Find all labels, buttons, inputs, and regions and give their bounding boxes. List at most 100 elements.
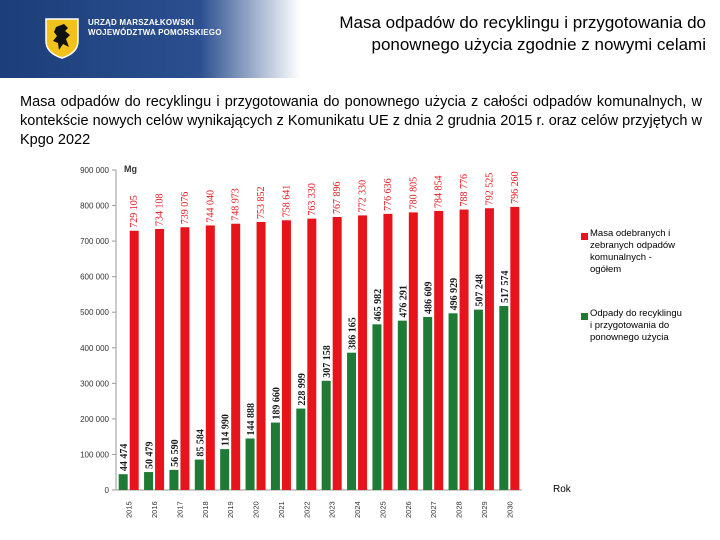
y-tick-label: 0 [105,486,110,495]
org-line-2: WOJEWÓDZTWA POMORSKIEGO [88,28,222,37]
x-tick-label: 2023 [328,501,337,518]
data-label-total: 776 636 [383,178,394,211]
y-tick-label: 900 000 [80,166,109,175]
y-tick-label: 400 000 [80,344,109,353]
data-label-recycling: 486 609 [424,281,435,314]
bar-recycling [372,324,382,490]
data-label-total: 748 973 [231,188,242,221]
bar-recycling [397,320,407,490]
data-label-recycling: 307 158 [322,345,333,378]
x-tick-label: 2027 [429,501,438,518]
bar-recycling [118,474,128,490]
bar-recycling [194,459,204,490]
data-label-total: 796 260 [510,171,521,204]
legend-swatch-recycling [581,313,588,320]
data-label-recycling: 85 584 [195,429,206,457]
data-label-total: 784 854 [434,175,445,208]
legend-swatch-total [581,233,588,240]
y-tick-label: 300 000 [80,379,109,388]
data-label-recycling: 189 660 [271,387,282,420]
x-axis-title: Rok [553,484,571,495]
bar-recycling [296,408,306,490]
data-label-recycling: 507 248 [474,274,485,307]
y-tick-label: 200 000 [80,415,109,424]
bar-total [180,227,190,491]
data-label-recycling: 386 165 [348,317,359,350]
org-line-1: URZĄD MARSZAŁKOWSKI [88,18,195,27]
org-name: URZĄD MARSZAŁKOWSKI WOJEWÓDZTWA POMORSKI… [88,18,222,38]
x-tick-label: 2016 [150,501,159,518]
data-label-total: 780 805 [408,177,419,210]
y-tick-label: 800 000 [80,202,109,211]
bar-recycling [347,352,357,490]
bar-recycling [473,309,483,490]
bar-total [358,215,368,490]
bar-total [408,212,418,491]
bar-recycling [169,469,179,490]
data-label-total: 729 105 [129,195,140,228]
data-label-total: 772 330 [358,180,369,213]
bar-recycling [270,422,280,490]
data-label-total: 744 040 [205,190,216,223]
bar-recycling [144,472,154,490]
bar-total [155,228,165,490]
page-title: Masa odpadów do recyklingu i przygotowan… [339,13,706,54]
y-axis-title: Mg [124,164,137,174]
bar-recycling [245,438,255,490]
x-tick-label: 2015 [125,501,134,518]
header: URZĄD MARSZAŁKOWSKI WOJEWÓDZTWA POMORSKI… [0,0,720,78]
x-tick-label: 2017 [175,501,184,518]
data-label-total: 734 108 [155,193,166,226]
data-label-recycling: 44 474 [119,444,130,472]
bar-total [434,210,444,490]
x-tick-label: 2030 [505,501,514,518]
data-label-total: 753 852 [256,186,267,219]
data-label-total: 739 076 [180,192,191,225]
bar-total [332,216,342,490]
x-tick-label: 2029 [480,501,489,518]
data-label-total: 767 896 [332,181,343,214]
bar-recycling [220,449,230,490]
bar-total [459,209,469,490]
data-label-total: 792 525 [484,173,495,206]
bar-total [281,220,291,490]
bar-recycling [499,305,509,490]
x-tick-label: 2022 [302,501,311,518]
bar-total [383,213,393,490]
bar-total [231,223,241,490]
y-tick-label: 100 000 [80,450,109,459]
data-label-total: 763 330 [307,183,318,216]
bar-recycling [321,380,331,490]
bar-total [205,225,215,490]
data-label-total: 788 776 [459,174,470,207]
x-tick-label: 2021 [277,501,286,518]
bar-total [307,218,317,490]
bar-recycling [423,316,433,490]
data-label-recycling: 228 999 [297,373,308,406]
y-tick-label: 600 000 [80,273,109,282]
legend-label-total: Masa odebranych i zebranych odpadów komu… [590,228,676,275]
griffin-crest-icon [44,17,80,59]
bar-recycling [448,313,458,490]
data-label-recycling: 56 590 [170,439,181,467]
bar-total [510,206,520,491]
bar-total [256,221,266,490]
x-tick-label: 2024 [353,501,362,518]
y-tick-label: 500 000 [80,308,109,317]
bar-total [484,208,494,491]
legend-label-recycling: Odpady do recyklingu i przygotowania do … [590,308,682,343]
bar-total [129,230,139,490]
data-label-recycling: 465 982 [373,289,384,322]
x-tick-label: 2026 [404,501,413,518]
data-label-recycling: 476 291 [398,285,409,318]
x-tick-label: 2019 [226,501,235,518]
header-bar [0,0,720,78]
x-tick-label: 2018 [201,501,210,518]
data-label-recycling: 50 479 [145,442,156,470]
data-label-recycling: 144 888 [246,403,257,436]
data-label-total: 758 641 [281,185,292,218]
x-tick-label: 2025 [378,501,387,518]
x-tick-label: 2028 [455,501,464,518]
y-tick-label: 700 000 [80,237,109,246]
chart-subtitle: Masa odpadów do recyklingu i przygotowan… [20,94,702,148]
